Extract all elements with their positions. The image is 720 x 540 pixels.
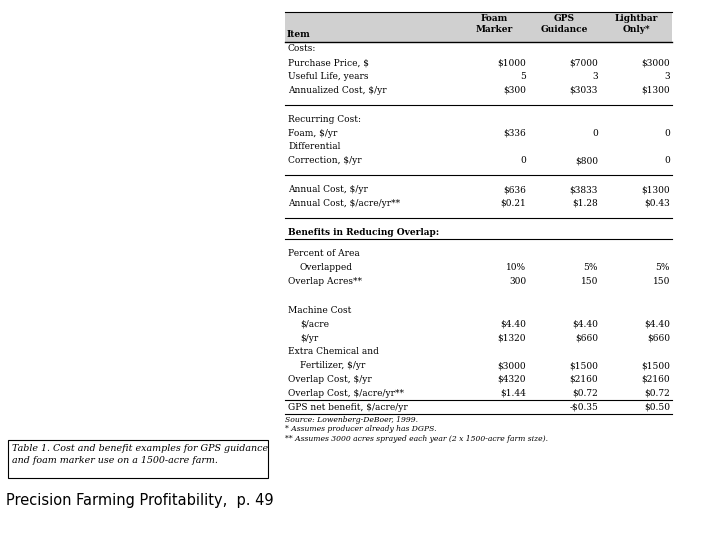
Text: -$0.35: -$0.35 (569, 402, 598, 411)
Text: Differential: Differential (288, 143, 341, 151)
Text: 5: 5 (520, 72, 526, 81)
Text: Benefits in Reducing Overlap:: Benefits in Reducing Overlap: (288, 228, 439, 237)
Bar (8, 440, 268, 478)
Text: Extra Chemical and: Extra Chemical and (288, 347, 379, 356)
Text: GPS
Guidance: GPS Guidance (540, 14, 588, 34)
Text: 300: 300 (509, 277, 526, 286)
Text: Costs:: Costs: (288, 44, 316, 53)
Text: $0.72: $0.72 (644, 389, 670, 398)
Text: Lightbar
Only*: Lightbar Only* (614, 14, 657, 34)
Text: $3000: $3000 (642, 58, 670, 67)
Bar (285, 12, 672, 42)
Text: $1.44: $1.44 (500, 389, 526, 398)
Text: $1300: $1300 (642, 86, 670, 95)
Text: Annual Cost, $/acre/yr**: Annual Cost, $/acre/yr** (288, 199, 400, 208)
Text: $800: $800 (575, 156, 598, 165)
Text: $7000: $7000 (570, 58, 598, 67)
Text: Item: Item (287, 30, 311, 39)
Text: 150: 150 (580, 277, 598, 286)
Text: $1500: $1500 (641, 361, 670, 370)
Text: Purchase Price, $: Purchase Price, $ (288, 58, 369, 67)
Text: $4.40: $4.40 (500, 320, 526, 329)
Text: $336: $336 (503, 129, 526, 138)
Text: Source: Lowenberg-DeBoer, 1999.: Source: Lowenberg-DeBoer, 1999. (285, 416, 418, 424)
Text: Table 1. Cost and benefit examples for GPS guidance
and foam marker use on a 150: Table 1. Cost and benefit examples for G… (12, 444, 268, 465)
Text: $0.72: $0.72 (572, 389, 598, 398)
Text: $1320: $1320 (498, 334, 526, 342)
Text: 0: 0 (665, 156, 670, 165)
Text: $3000: $3000 (498, 361, 526, 370)
Text: $1.28: $1.28 (572, 199, 598, 208)
Text: Machine Cost: Machine Cost (288, 306, 351, 315)
Text: Overlap Acres**: Overlap Acres** (288, 277, 362, 286)
Text: Useful Life, years: Useful Life, years (288, 72, 369, 81)
Text: Annual Cost, $/yr: Annual Cost, $/yr (288, 185, 368, 194)
Text: 10%: 10% (506, 263, 526, 272)
Text: Foam
Marker: Foam Marker (475, 14, 513, 34)
Text: $1500: $1500 (569, 361, 598, 370)
Text: $4.40: $4.40 (644, 320, 670, 329)
Text: ** Assumes 3000 acres sprayed each year (2 x 1500-acre farm size).: ** Assumes 3000 acres sprayed each year … (285, 435, 548, 443)
Text: $3833: $3833 (570, 185, 598, 194)
Text: $2160: $2160 (642, 375, 670, 384)
Text: $/yr: $/yr (300, 334, 318, 342)
Text: * Assumes producer already has DGPS.: * Assumes producer already has DGPS. (285, 426, 436, 434)
Text: $3033: $3033 (570, 86, 598, 95)
Text: Precision Farming Profitability,  p. 49: Precision Farming Profitability, p. 49 (6, 493, 274, 508)
Text: 5%: 5% (583, 263, 598, 272)
Text: 0: 0 (521, 156, 526, 165)
Text: Overlapped: Overlapped (300, 263, 353, 272)
Text: $0.50: $0.50 (644, 402, 670, 411)
Text: $660: $660 (647, 334, 670, 342)
Text: $300: $300 (503, 86, 526, 95)
Text: $2160: $2160 (570, 375, 598, 384)
Text: 5%: 5% (655, 263, 670, 272)
Text: Percent of Area: Percent of Area (288, 249, 360, 258)
Text: Fertilizer, $/yr: Fertilizer, $/yr (300, 361, 365, 370)
Text: Recurring Cost:: Recurring Cost: (288, 115, 361, 124)
Text: $636: $636 (503, 185, 526, 194)
Text: 150: 150 (652, 277, 670, 286)
Text: Correction, $/yr: Correction, $/yr (288, 156, 361, 165)
Text: Annualized Cost, $/yr: Annualized Cost, $/yr (288, 86, 387, 95)
Text: $4320: $4320 (498, 375, 526, 384)
Text: Foam, $/yr: Foam, $/yr (288, 129, 338, 138)
Text: Overlap Cost, $/yr: Overlap Cost, $/yr (288, 375, 372, 384)
Text: $4.40: $4.40 (572, 320, 598, 329)
Text: $0.43: $0.43 (644, 199, 670, 208)
Text: $0.21: $0.21 (500, 199, 526, 208)
Text: $1300: $1300 (642, 185, 670, 194)
Text: 3: 3 (665, 72, 670, 81)
Text: $/acre: $/acre (300, 320, 329, 329)
Text: $660: $660 (575, 334, 598, 342)
Text: Overlap Cost, $/acre/yr**: Overlap Cost, $/acre/yr** (288, 389, 404, 398)
Text: GPS net benefit, $/acre/yr: GPS net benefit, $/acre/yr (288, 402, 408, 411)
Text: 0: 0 (593, 129, 598, 138)
Text: 0: 0 (665, 129, 670, 138)
Text: $1000: $1000 (498, 58, 526, 67)
Text: 3: 3 (593, 72, 598, 81)
